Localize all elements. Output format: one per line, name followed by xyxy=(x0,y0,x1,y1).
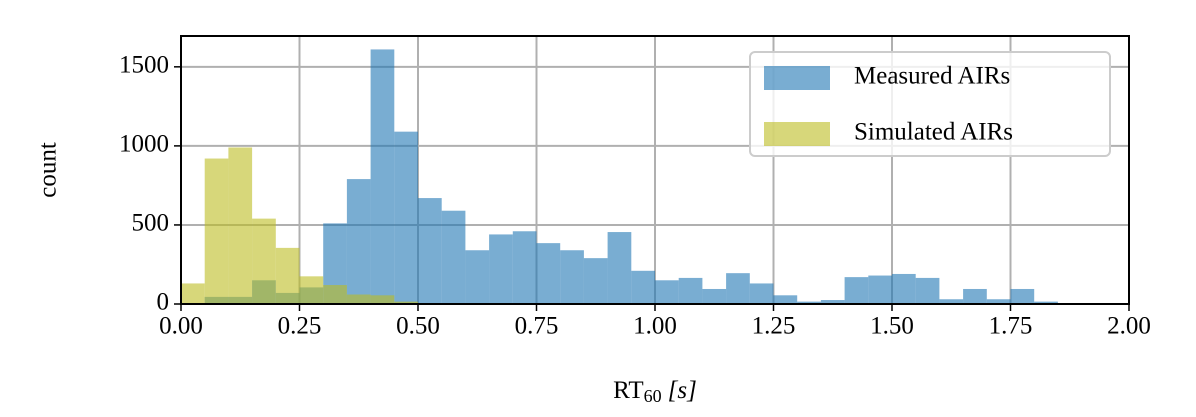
x-tick-label: 2.00 xyxy=(1107,313,1151,340)
bar xyxy=(441,210,466,304)
bar xyxy=(749,283,774,304)
legend-label: Measured AIRs xyxy=(854,63,1010,90)
bar xyxy=(844,277,869,304)
bar xyxy=(986,299,1011,304)
x-tick-label: 1.25 xyxy=(752,313,796,340)
bar xyxy=(583,258,608,304)
bar xyxy=(868,275,892,304)
legend-swatch xyxy=(764,122,830,146)
bar xyxy=(370,295,395,304)
bar xyxy=(465,250,490,304)
bar xyxy=(963,288,987,304)
bar xyxy=(915,277,940,304)
bar xyxy=(204,158,229,304)
bar xyxy=(939,299,964,304)
legend-box xyxy=(749,51,1111,157)
bar xyxy=(489,234,513,304)
x-tick-label: 0.00 xyxy=(159,313,203,340)
x-tick-label: 1.00 xyxy=(633,313,677,340)
bar xyxy=(228,147,253,304)
x-tick-label: 0.75 xyxy=(515,313,559,340)
bar xyxy=(323,223,347,304)
bar xyxy=(275,247,300,304)
bar xyxy=(252,218,276,304)
x-tick-label: 1.50 xyxy=(870,313,914,340)
x-axis-label: RT60 [s] xyxy=(613,377,697,406)
bar xyxy=(1010,288,1035,304)
x-tick-label: 1.75 xyxy=(989,313,1033,340)
bar xyxy=(512,231,537,304)
bar xyxy=(418,198,442,304)
x-tick-label: 0.25 xyxy=(278,313,322,340)
x-label-sub: 60 xyxy=(644,386,662,406)
bar xyxy=(655,280,679,304)
x-tick-label: 0.50 xyxy=(396,313,440,340)
bar xyxy=(560,250,584,304)
bar xyxy=(346,179,371,304)
bar xyxy=(797,301,821,304)
bar xyxy=(536,243,561,304)
legend-swatch xyxy=(764,66,830,90)
bar xyxy=(370,49,395,304)
bar xyxy=(323,285,347,304)
y-tick-label: 500 xyxy=(132,210,170,237)
y-tick-label: 1000 xyxy=(119,131,169,158)
bar xyxy=(394,301,418,304)
legend-label: Simulated AIRs xyxy=(854,119,1013,146)
bar xyxy=(394,131,418,304)
bar xyxy=(726,273,750,304)
plot-frame xyxy=(180,35,1130,305)
x-label-unit: [s] xyxy=(668,377,697,404)
y-tick-label: 1500 xyxy=(119,52,169,79)
bar xyxy=(607,232,632,304)
bar xyxy=(299,276,324,304)
x-label-base: RT xyxy=(613,377,643,404)
bar xyxy=(346,294,371,304)
bar xyxy=(773,295,798,304)
bar xyxy=(702,288,727,304)
bar xyxy=(181,283,205,304)
y-tick-label: 0 xyxy=(157,289,170,316)
bar xyxy=(631,270,655,304)
bar xyxy=(892,273,916,304)
bar xyxy=(820,300,845,304)
y-axis-label: count xyxy=(35,142,62,198)
bar xyxy=(1034,301,1058,304)
bar xyxy=(678,277,703,304)
